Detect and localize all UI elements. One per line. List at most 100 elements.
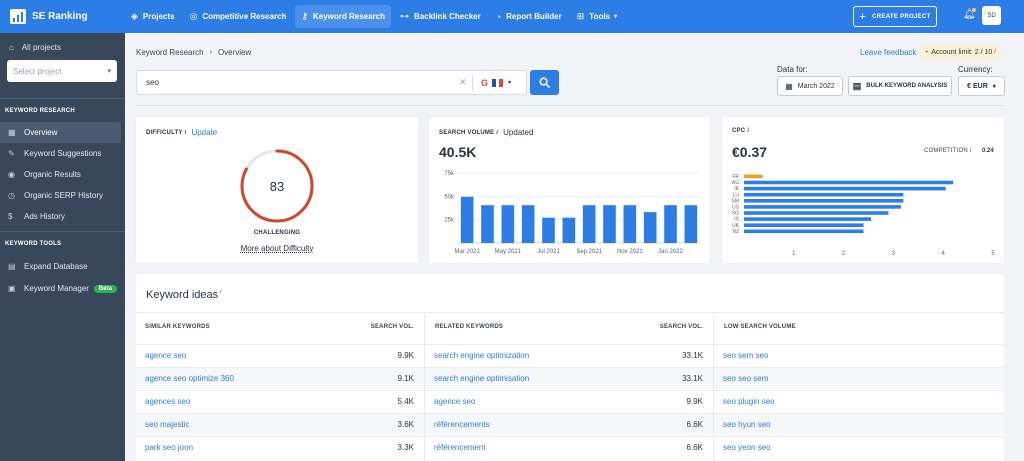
update-link[interactable]: Update [191, 128, 218, 137]
select-project-dropdown[interactable]: Select project ▾ [7, 60, 117, 82]
bell-icon[interactable]: 🔔︎ [963, 9, 976, 20]
cpc-bar[interactable] [744, 186, 946, 191]
info-icon[interactable]: i [747, 128, 750, 134]
volume-bar[interactable] [643, 212, 657, 243]
volume-bar[interactable] [664, 205, 677, 243]
low-volume-keyword-link[interactable]: seo yeon seo [723, 443, 771, 452]
data-for-label: Data for: [777, 65, 808, 74]
plus-icon: + [859, 10, 867, 23]
search-engine-selector[interactable]: G ▾ [481, 78, 511, 88]
cpc-bar[interactable] [744, 205, 901, 209]
sidebar-item-ads-history[interactable]: $ Ads History [0, 206, 121, 227]
create-project-button[interactable]: + CREATE PROJECT [853, 6, 937, 27]
cpc-bar[interactable] [744, 211, 889, 215]
divider [0, 231, 125, 232]
volume-bar[interactable] [460, 196, 474, 243]
nav-competitive-research[interactable]: ◎ Competitive Research [184, 5, 293, 28]
cpc-bar[interactable] [744, 180, 954, 185]
low-volume-keyword-link[interactable]: seo plugin seo [723, 397, 775, 406]
keyword-search-input[interactable]: seo ✕ G ▾ [136, 70, 527, 95]
link-icon: ⊶ [400, 11, 410, 21]
leave-feedback-link[interactable]: Leave feedback [860, 48, 917, 57]
sidebar-item-organic-results[interactable]: ◉ Organic Results [0, 164, 121, 185]
chevron-down-icon: ▾ [508, 80, 512, 86]
sidebar-item-label: Organic SERP History [24, 191, 103, 200]
sidebar-item-keyword-suggestions[interactable]: ✎ Keyword Suggestions [0, 143, 121, 164]
volume-bar[interactable] [623, 205, 637, 243]
related-keyword-link[interactable]: search engine optimization [434, 351, 530, 360]
clear-icon[interactable]: ✕ [459, 77, 467, 87]
all-projects-link[interactable]: ⌂ All projects [9, 43, 61, 52]
breadcrumb-keyword-research[interactable]: Keyword Research [136, 48, 204, 57]
volume-bar[interactable] [562, 217, 576, 243]
competition-value: 0.24 [982, 148, 994, 154]
avatar[interactable]: SD [982, 6, 1001, 25]
low-volume-keyword-link[interactable]: seo sem seo [723, 351, 769, 360]
table-row: agence seo 9.9K [136, 344, 424, 366]
cpc-bar[interactable] [744, 174, 763, 179]
country-label: FR [732, 174, 739, 180]
logo-bars-icon [10, 9, 26, 24]
app-logo[interactable]: SE Ranking [0, 0, 125, 33]
info-icon[interactable]: i [496, 129, 499, 136]
volume-bar[interactable] [582, 205, 596, 243]
country-label: IS [734, 217, 739, 223]
cpc-bar[interactable] [744, 192, 904, 197]
info-icon[interactable]: i [969, 148, 972, 154]
related-keyword-link[interactable]: agence seo [434, 397, 476, 406]
similar-keyword-link[interactable]: agences seo [145, 397, 191, 406]
updated-status: Updated [503, 128, 534, 137]
volume-bar[interactable] [501, 205, 515, 243]
similar-keyword-link[interactable]: agence seo optimize 360 [145, 374, 234, 383]
volume-bar[interactable] [481, 205, 494, 243]
nav-projects[interactable]: ◈ Projects [125, 5, 181, 28]
nav-backlink-checker[interactable]: ⊶ Backlink Checker [394, 5, 487, 28]
low-volume-keyword-link[interactable]: seo hyun seo [723, 420, 771, 429]
difficulty-score: 83 [269, 179, 285, 194]
target-icon: ◎ [189, 11, 198, 21]
nav-tools[interactable]: ⊞ Tools ▾ [571, 5, 623, 28]
difficulty-level: CHALLENGING [253, 230, 301, 236]
create-project-label: CREATE PROJECT [872, 13, 931, 20]
info-icon[interactable]: i [994, 49, 996, 55]
info-icon[interactable]: i [184, 129, 187, 136]
cpc-bar[interactable] [744, 223, 864, 227]
sidebar-item-expand-database[interactable]: ▤ Expand Database [0, 256, 121, 277]
search-icon [539, 77, 550, 88]
nav-keyword-research[interactable]: ⚷ Keyword Research [295, 5, 392, 28]
nav-label: Backlink Checker [414, 12, 481, 21]
cpc-bar[interactable] [744, 229, 864, 234]
volume-bar[interactable] [684, 205, 698, 243]
related-keyword-link[interactable]: search engine optimisation [434, 374, 530, 383]
nav-label: Projects [142, 12, 175, 21]
sidebar-item-label: Expand Database [24, 262, 88, 271]
search-volume-value: 6.6K [686, 443, 703, 452]
volume-bar[interactable] [603, 205, 616, 243]
volume-bar[interactable] [521, 205, 535, 243]
currency-select[interactable]: € EUR ▾ [958, 76, 1005, 96]
similar-keyword-link[interactable]: park seo joon [145, 443, 194, 452]
more-about-difficulty-link[interactable]: More about Difficulty [240, 244, 314, 253]
search-volume-value: 9.9K [397, 351, 414, 360]
sidebar-item-overview[interactable]: ▦ Overview [0, 122, 121, 143]
bulk-icon: ▤ [852, 80, 862, 91]
cpc-bar[interactable] [744, 217, 871, 221]
sidebar-item-keyword-manager[interactable]: ▣ Keyword Manager Beta [0, 278, 121, 299]
info-icon[interactable]: i [220, 289, 222, 295]
y-tick-label: 75k [444, 171, 455, 177]
sidebar-item-organic-serp-history[interactable]: ◷ Organic SERP History [0, 185, 121, 206]
gauge-icon: ◔ [924, 48, 929, 56]
low-volume-keyword-link[interactable]: seo seo sem [723, 374, 769, 383]
search-button[interactable] [530, 70, 559, 95]
nav-report-builder[interactable]: ◔ Report Builder [490, 5, 568, 28]
related-keyword-link[interactable]: référencements [434, 420, 490, 429]
competition-label: COMPETITION i [924, 148, 971, 154]
related-keyword-link[interactable]: référencement [434, 443, 486, 452]
volume-bar[interactable] [542, 217, 555, 243]
cpc-bar[interactable] [744, 199, 904, 203]
difficulty-title: DIFFICULTY i Update [146, 128, 217, 137]
similar-keyword-link[interactable]: agence seo [145, 351, 187, 360]
bulk-keyword-analysis-button[interactable]: ▤ BULK KEYWORD ANALYSIS [848, 76, 952, 96]
similar-keyword-link[interactable]: seo majestic [145, 420, 190, 429]
date-picker-button[interactable]: ▦ March 2022 [777, 76, 843, 96]
